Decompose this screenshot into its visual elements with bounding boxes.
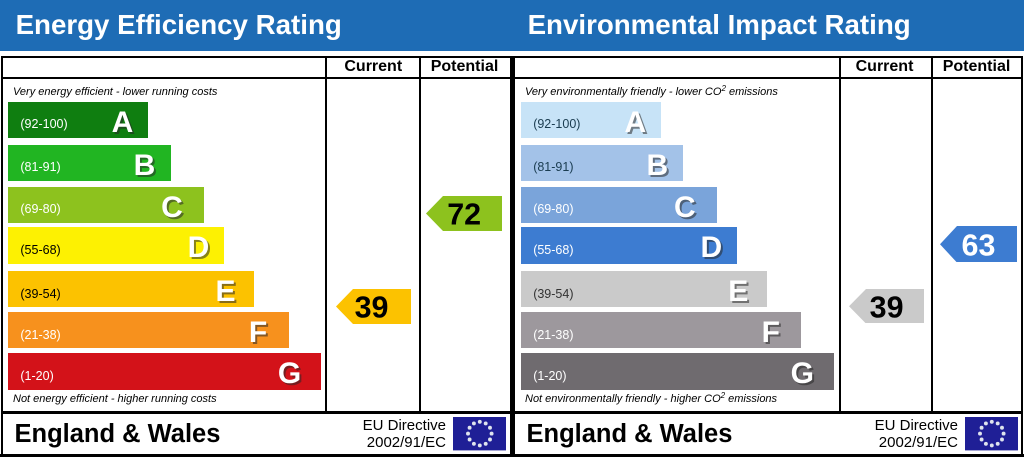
svg-text:39: 39 xyxy=(355,290,389,324)
svg-text:39: 39 xyxy=(870,290,904,323)
svg-text:63: 63 xyxy=(962,228,996,262)
svg-text:72: 72 xyxy=(447,197,481,231)
